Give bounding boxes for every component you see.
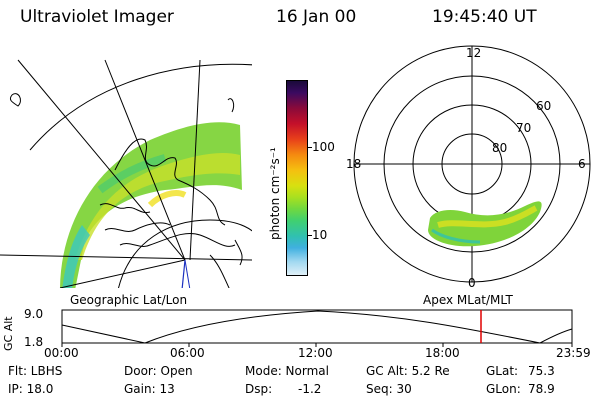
altitude-ylabel: GC Alt	[2, 316, 15, 351]
info-flt: Flt: LBHS	[8, 364, 63, 378]
info-glat-label: GLat:	[486, 364, 519, 378]
altitude-curve	[61, 310, 573, 344]
info-seq: Seq: 30	[366, 382, 412, 396]
time-tick-2359: 23:59	[556, 346, 591, 360]
info-glat-value: 75.3	[528, 364, 555, 378]
polar-plot: 12 18 6 0 60 70 80	[346, 45, 591, 290]
instrument-title: Ultraviolet Imager	[20, 7, 174, 27]
info-dsp-value: -1.2	[298, 382, 322, 396]
colorbar-tick-10	[307, 235, 312, 236]
colorbar-tick-100	[307, 147, 312, 148]
colorbar-unit-text: photon cm⁻²s⁻¹	[268, 147, 282, 240]
time-tick-0000: 00:00	[44, 346, 79, 360]
altitude-frame	[61, 309, 573, 344]
colorbar	[286, 80, 308, 276]
geographic-image-panel	[0, 59, 252, 288]
info-gain: Gain: 13	[124, 382, 175, 396]
geo-caption: Geographic Lat/Lon	[70, 293, 188, 307]
info-dsp-label: Dsp:	[245, 382, 273, 396]
time-tick-1200: 12:00	[298, 346, 333, 360]
colorbar-label: photon cm⁻²s⁻¹	[268, 147, 282, 240]
info-glon-label: GLon:	[486, 382, 521, 396]
mlt-label-12: 12	[466, 46, 481, 60]
mlt-label-6: 6	[578, 157, 586, 171]
latitude-circle	[29, 63, 252, 151]
mlt-label-0: 0	[468, 276, 476, 290]
mlat-label-80: 80	[492, 141, 507, 155]
info-gc-alt: GC Alt: 5.2 Re	[366, 364, 450, 378]
colorbar-tick-label-100: 100	[312, 140, 335, 154]
time-label: 19:45:40 UT	[432, 7, 537, 27]
polar-caption: Apex MLat/MLT	[423, 293, 513, 307]
mlat-label-60: 60	[536, 99, 551, 113]
coastline	[114, 138, 226, 226]
altitude-ytick-low: 1.8	[24, 335, 43, 349]
info-ip: IP: 18.0	[8, 382, 54, 396]
altitude-ytick-high: 9.0	[24, 307, 43, 321]
colorbar-tick-label-10: 10	[312, 228, 328, 242]
mlt-label-18: 18	[346, 157, 361, 171]
time-tick-1800: 18:00	[425, 346, 460, 360]
altitude-timeline: GC Alt 9.0 1.8	[2, 307, 573, 351]
info-glon-value: 78.9	[528, 382, 555, 396]
info-door: Door: Open	[124, 364, 193, 378]
time-tick-0600: 06:00	[170, 346, 205, 360]
mlat-label-70: 70	[516, 121, 531, 135]
info-mode: Mode: Normal	[245, 364, 329, 378]
date-label: 16 Jan 00	[276, 7, 357, 27]
